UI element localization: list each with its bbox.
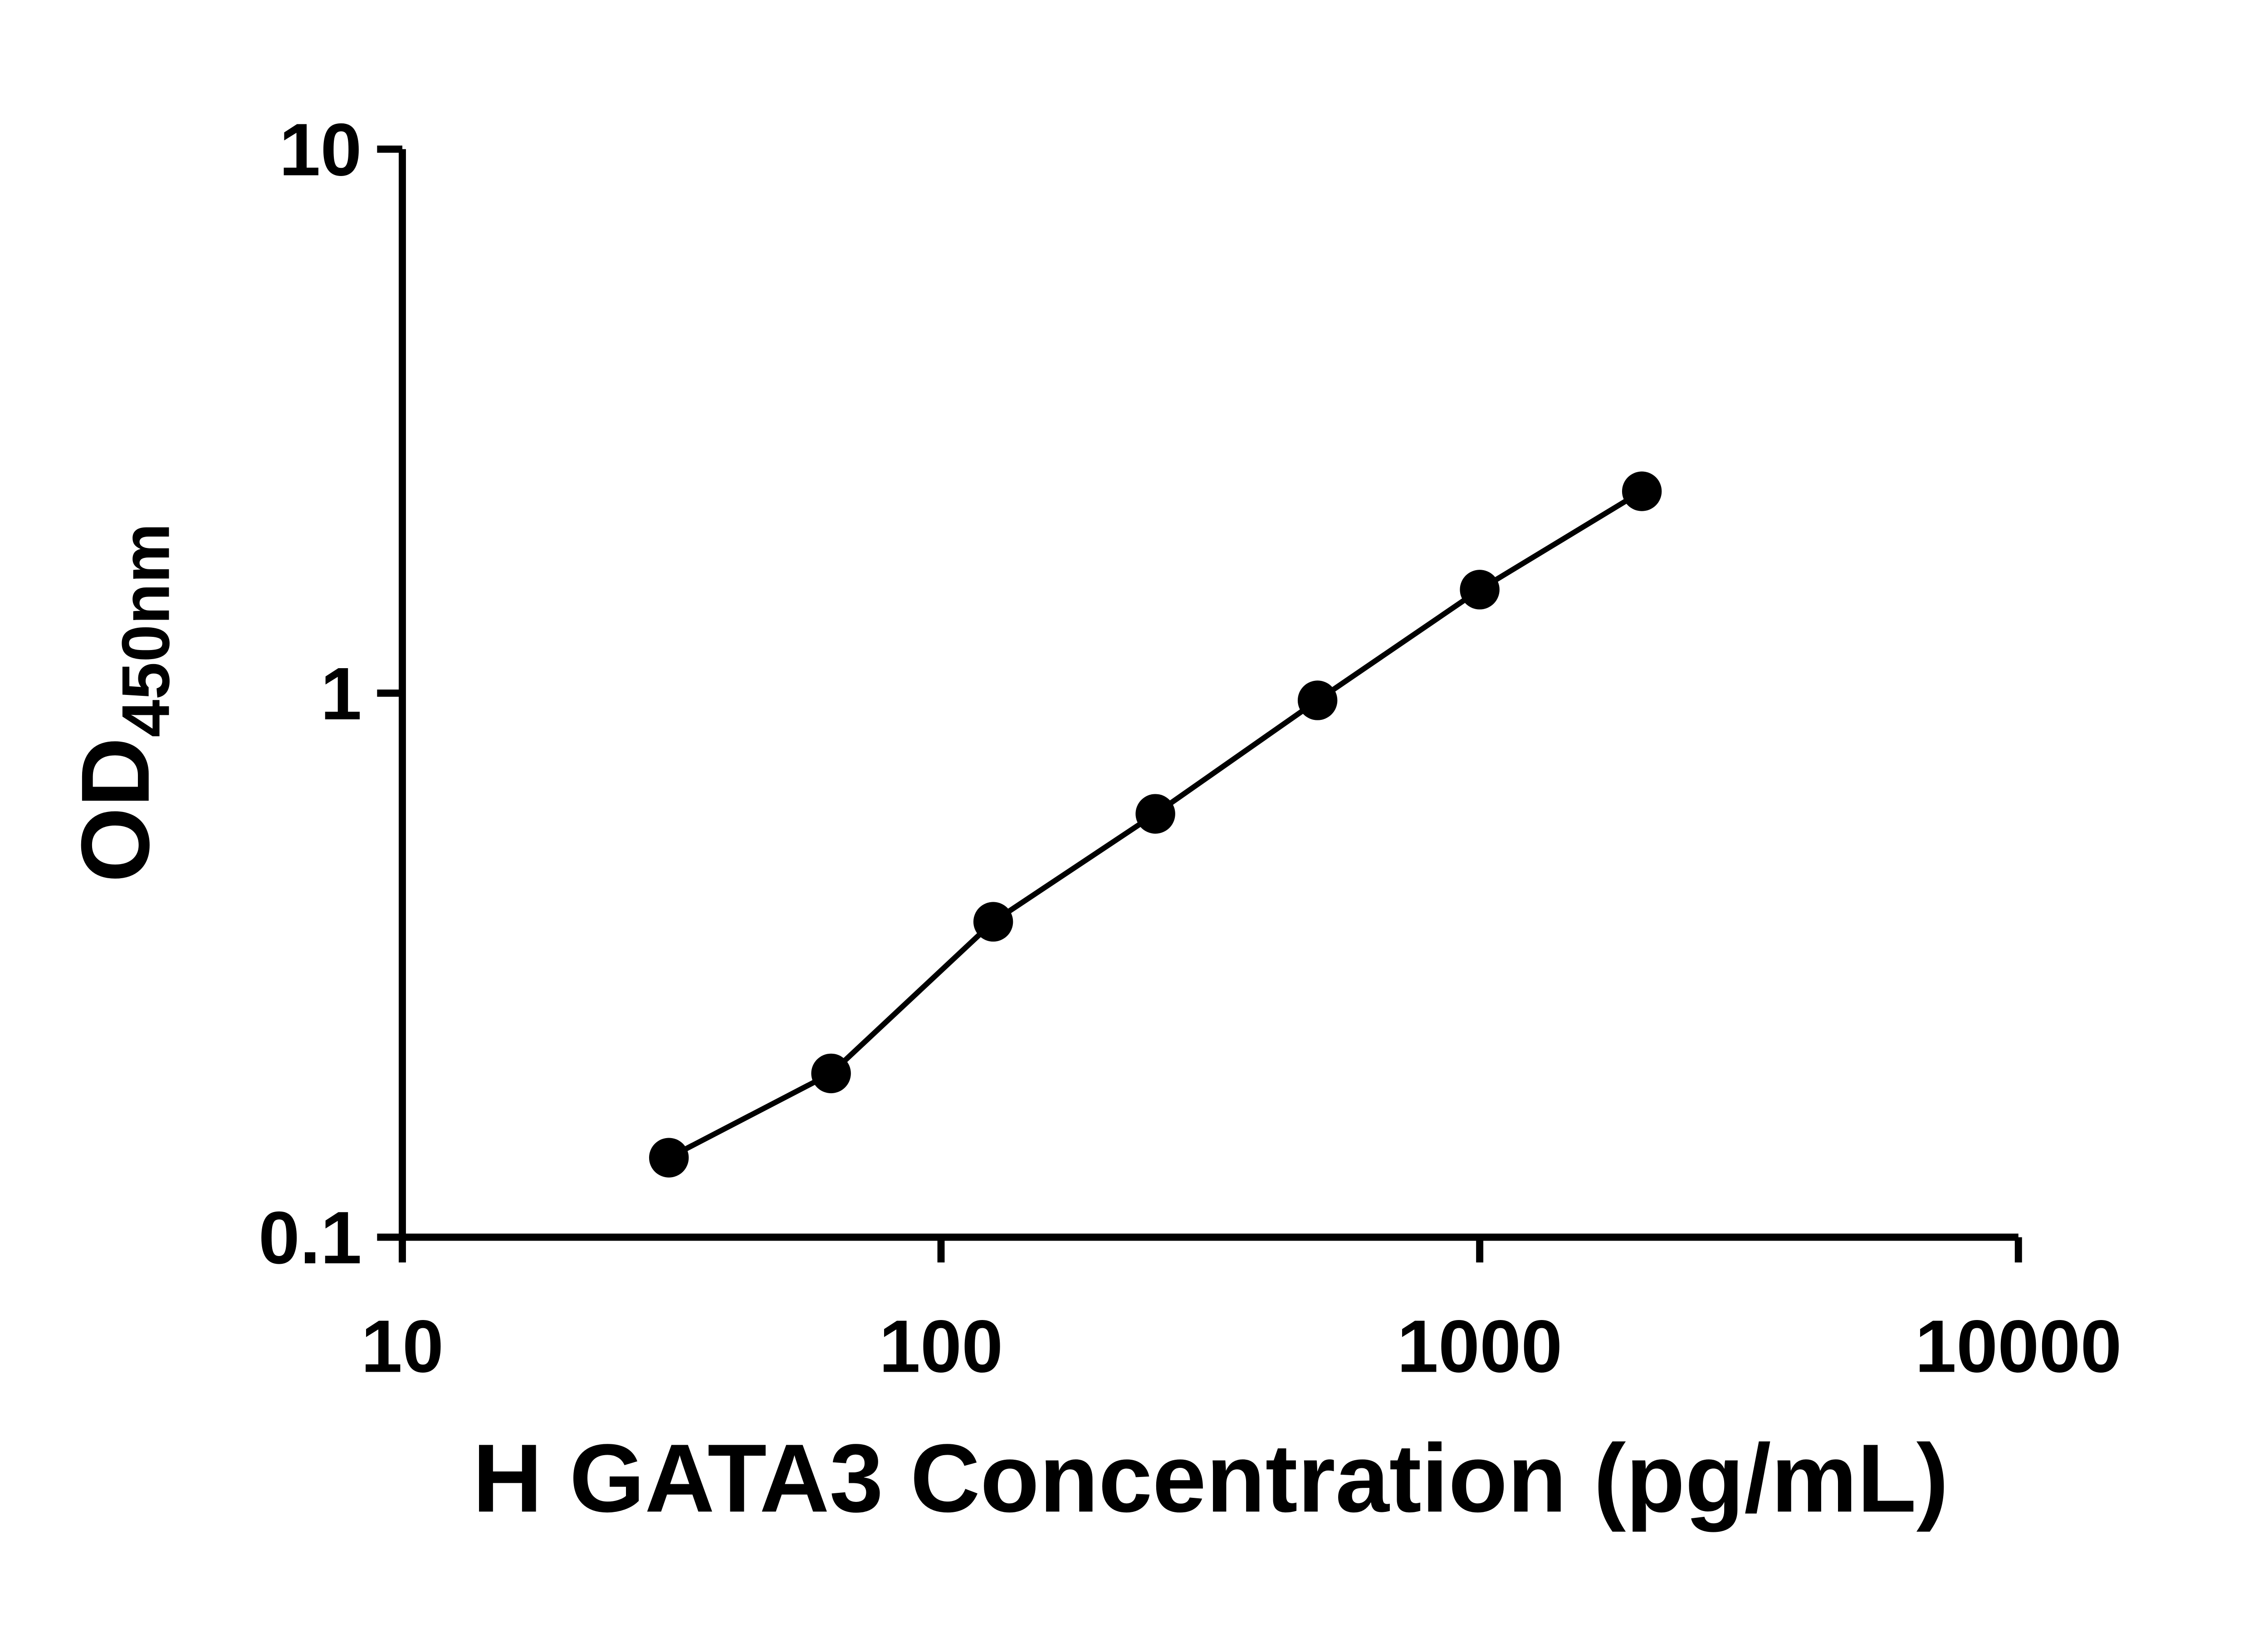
data-point-marker — [649, 1138, 689, 1178]
x-tick-label: 10000 — [1915, 1305, 2122, 1388]
y-tick-label: 0.1 — [259, 1196, 362, 1279]
data-point-marker — [811, 1053, 851, 1094]
plot-area: 10 100 1000 10000 0.1 1 10 — [259, 108, 2122, 1388]
data-point-marker — [973, 902, 1013, 942]
data-point-marker — [1135, 794, 1175, 834]
y-axis-title-sub: 450nm — [108, 523, 183, 737]
y-tick-label: 1 — [320, 652, 362, 735]
x-axis-title: H GATA3 Concentration (pg/mL) — [473, 1424, 1949, 1532]
data-point-marker — [1460, 570, 1500, 610]
data-point-marker — [1297, 680, 1338, 720]
x-tick-label: 1000 — [1397, 1305, 1563, 1388]
y-axis-title-main: OD — [62, 737, 170, 882]
data-point-marker — [1622, 471, 1662, 511]
x-tick-label: 100 — [879, 1305, 1003, 1388]
y-axis-title: OD450nm — [62, 523, 184, 882]
y-tick-label: 10 — [279, 108, 362, 191]
x-tick-label: 10 — [361, 1305, 444, 1388]
